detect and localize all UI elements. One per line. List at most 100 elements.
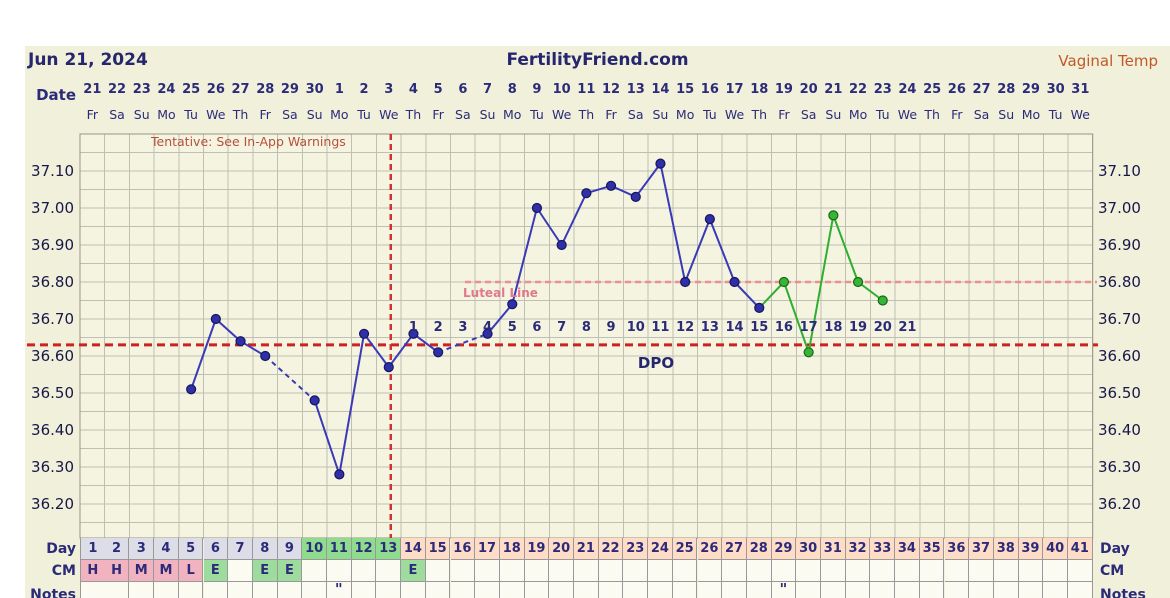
cm-cell[interactable] (623, 560, 649, 582)
notes-cell[interactable] (648, 582, 673, 598)
notes-cell[interactable] (228, 582, 253, 598)
notes-cell[interactable]: " (771, 582, 797, 598)
cm-cell[interactable]: E (203, 560, 229, 582)
temp-point[interactable] (358, 328, 370, 339)
temp-point[interactable] (433, 347, 444, 358)
notes-cell[interactable] (154, 582, 179, 598)
day-cell[interactable]: 29 (771, 538, 797, 560)
cm-cell[interactable] (1068, 560, 1093, 582)
temp-point[interactable] (778, 276, 790, 288)
cm-cell[interactable] (425, 560, 451, 582)
temp-point[interactable] (260, 350, 271, 362)
temp-point[interactable] (210, 313, 221, 325)
temp-point[interactable] (704, 214, 715, 225)
temp-point[interactable] (383, 362, 394, 373)
cm-cell[interactable] (771, 560, 797, 582)
day-cell[interactable]: 6 (203, 538, 229, 560)
notes-cell[interactable] (919, 582, 945, 598)
notes-cell[interactable] (80, 582, 106, 598)
notes-cell[interactable] (450, 582, 476, 598)
day-cell[interactable]: 12 (351, 538, 377, 560)
cm-cell[interactable]: L (178, 560, 204, 582)
day-cell[interactable]: 13 (376, 538, 402, 560)
day-cell[interactable]: 39 (1018, 538, 1044, 560)
day-cell[interactable]: 40 (1043, 538, 1068, 560)
notes-cell[interactable] (499, 582, 525, 598)
notes-cell[interactable] (895, 582, 920, 598)
cm-cell[interactable] (870, 560, 896, 582)
day-cell[interactable]: 38 (993, 538, 1019, 560)
cm-cell[interactable] (1018, 560, 1044, 582)
cm-cell[interactable]: M (129, 560, 155, 582)
temp-point[interactable] (729, 276, 740, 288)
day-cell[interactable]: 28 (746, 538, 772, 560)
temp-point[interactable] (754, 302, 765, 313)
cm-cell[interactable] (993, 560, 1019, 582)
cm-cell[interactable] (722, 560, 747, 582)
cm-cell[interactable] (327, 560, 352, 582)
cm-cell[interactable]: E (252, 560, 278, 582)
cm-cell[interactable] (1043, 560, 1068, 582)
cm-cell[interactable] (499, 560, 525, 582)
notes-cell[interactable] (129, 582, 155, 598)
cm-cell[interactable] (944, 560, 970, 582)
temp-point[interactable] (482, 328, 493, 339)
day-cell[interactable]: 2 (104, 538, 130, 560)
cm-cell[interactable]: E (401, 560, 426, 582)
day-cell[interactable]: 22 (598, 538, 624, 560)
day-cell[interactable]: 5 (178, 538, 204, 560)
notes-cell[interactable] (944, 582, 970, 598)
notes-cell[interactable] (722, 582, 747, 598)
temp-point[interactable] (803, 347, 814, 358)
cm-cell[interactable] (746, 560, 772, 582)
notes-cell[interactable] (524, 582, 550, 598)
notes-cell[interactable] (104, 582, 130, 598)
day-cell[interactable]: 1 (80, 538, 106, 560)
notes-cell[interactable] (697, 582, 723, 598)
day-cell[interactable]: 30 (796, 538, 821, 560)
temp-point[interactable] (877, 295, 888, 306)
day-cell[interactable]: 26 (697, 538, 723, 560)
notes-cell[interactable] (475, 582, 500, 598)
notes-cell[interactable] (672, 582, 698, 598)
notes-cell[interactable] (821, 582, 846, 598)
temp-point[interactable] (680, 276, 691, 288)
day-cell[interactable]: 37 (969, 538, 994, 560)
temp-point[interactable] (828, 210, 839, 221)
day-cell[interactable]: 33 (870, 538, 896, 560)
notes-cell[interactable] (425, 582, 451, 598)
notes-cell[interactable] (252, 582, 278, 598)
cm-cell[interactable] (845, 560, 871, 582)
notes-cell[interactable] (796, 582, 821, 598)
notes-cell[interactable] (302, 582, 327, 598)
temp-point[interactable] (186, 384, 197, 395)
day-cell[interactable]: 23 (623, 538, 649, 560)
notes-cell[interactable] (549, 582, 574, 598)
notes-cell[interactable] (845, 582, 871, 598)
notes-cell[interactable] (969, 582, 994, 598)
day-cell[interactable]: 18 (499, 538, 525, 560)
notes-cell[interactable] (598, 582, 624, 598)
notes-cell[interactable] (870, 582, 896, 598)
day-cell[interactable]: 8 (252, 538, 278, 560)
day-cell[interactable]: 32 (845, 538, 871, 560)
day-cell[interactable]: 24 (648, 538, 673, 560)
day-cell[interactable]: 11 (327, 538, 352, 560)
day-cell[interactable]: 27 (722, 538, 747, 560)
day-cell[interactable]: 35 (919, 538, 945, 560)
day-cell[interactable]: 36 (944, 538, 970, 560)
day-cell[interactable]: 31 (821, 538, 846, 560)
temp-point[interactable] (852, 276, 864, 288)
temp-point[interactable] (556, 239, 567, 251)
cm-cell[interactable] (969, 560, 994, 582)
cm-cell[interactable]: M (154, 560, 179, 582)
notes-cell[interactable] (203, 582, 229, 598)
notes-cell[interactable] (746, 582, 772, 598)
temp-point[interactable] (235, 336, 246, 347)
day-cell[interactable]: 14 (401, 538, 426, 560)
cm-cell[interactable] (919, 560, 945, 582)
cm-cell[interactable]: H (104, 560, 130, 582)
cm-cell[interactable] (598, 560, 624, 582)
temp-point[interactable] (334, 469, 345, 480)
cm-cell[interactable] (821, 560, 846, 582)
